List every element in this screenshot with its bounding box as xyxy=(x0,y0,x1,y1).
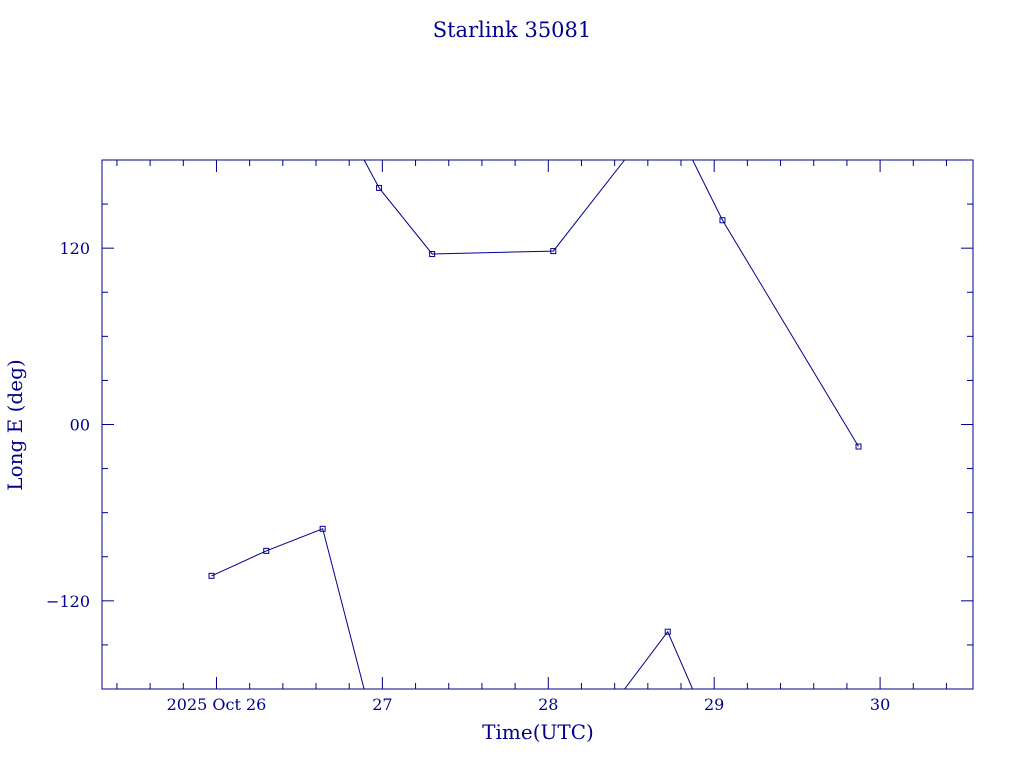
data-point xyxy=(664,628,671,635)
data-point xyxy=(855,443,862,450)
x-tick-label: 30 xyxy=(870,695,890,714)
series-line-1 xyxy=(211,528,365,689)
data-point xyxy=(376,184,383,191)
x-tick-label: 29 xyxy=(704,695,724,714)
series-line-3 xyxy=(624,630,694,689)
series-group xyxy=(208,160,862,689)
data-point xyxy=(208,572,215,579)
y-tick-label: 00 xyxy=(70,416,90,435)
data-point xyxy=(719,217,726,224)
x-axis-label: Time(UTC) xyxy=(482,720,594,744)
chart-title: Starlink 35081 xyxy=(433,18,592,42)
data-point xyxy=(550,248,557,255)
data-point xyxy=(319,525,326,532)
plot-frame xyxy=(101,159,974,690)
x-tick-label: 27 xyxy=(372,695,392,714)
x-tick-label: 28 xyxy=(538,695,558,714)
series-line-2 xyxy=(363,160,625,255)
series-line-4 xyxy=(692,160,859,447)
y-axis-label: Long E (deg) xyxy=(3,359,27,490)
x-tick-label: 2025 Oct 26 xyxy=(167,695,267,714)
data-point xyxy=(263,547,270,554)
axis-ticks xyxy=(102,160,973,689)
data-point xyxy=(429,251,436,258)
y-tick-label: 120 xyxy=(59,239,90,258)
tick-labels: 2025 Oct 26 27 28 29 30 120 00 −120 xyxy=(46,239,890,714)
y-tick-label: −120 xyxy=(46,592,90,611)
